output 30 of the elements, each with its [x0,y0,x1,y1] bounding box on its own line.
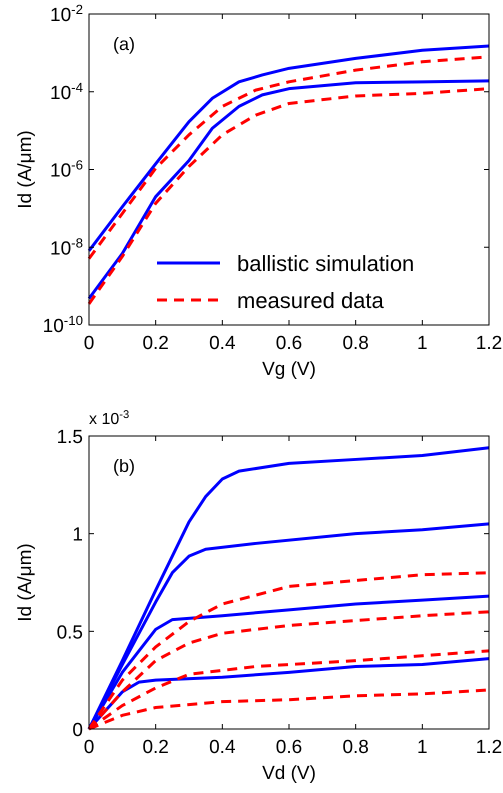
legend-label: measured data [237,288,385,313]
y-axis-title: Id (A/μm) [15,543,36,622]
x-tick-label: 0.8 [342,737,369,758]
x-tick-label: 0.4 [209,333,236,354]
x-tick-label: 0.6 [276,333,302,354]
y-tick-label: 10$^{-8}$ [50,234,83,260]
y-tick-label: 1 [72,524,83,546]
y-tick-label: 10$^{-2}$ [50,2,83,26]
annotation: (b) [113,456,135,476]
annotation: (a) [113,34,135,54]
legend-label: ballistic simulation [237,251,414,276]
y-tick-label: 10$^{-6}$ [50,157,83,182]
x-tick-label: 1 [417,333,428,354]
x-axis-title: Vg (V) [262,359,316,380]
y-tick-label: 0.5 [56,622,83,644]
x-tick-label: 1.2 [476,737,502,758]
y-tick-label: 0 [72,720,83,741]
y-tick-label: 10$^{-4}$ [50,79,83,104]
x-tick-label: 1 [417,737,428,758]
text: x 10$^{-3}$ [89,409,130,428]
x-axis-title: Vd (V) [262,763,316,784]
x-tick-label: 0.2 [142,737,169,758]
y-axis-title: Id (A/μm) [15,130,36,209]
y-tick-label: 10$^{-10}$ [42,312,83,337]
x-tick-label: 0.2 [142,333,169,354]
x-tick-label: 0.4 [209,737,236,758]
x-tick-label: 1.2 [476,333,502,354]
x-tick-label: 0.6 [276,737,302,758]
x-tick-label: 0.8 [342,333,369,354]
y-tick-label: 1.5 [56,427,83,448]
